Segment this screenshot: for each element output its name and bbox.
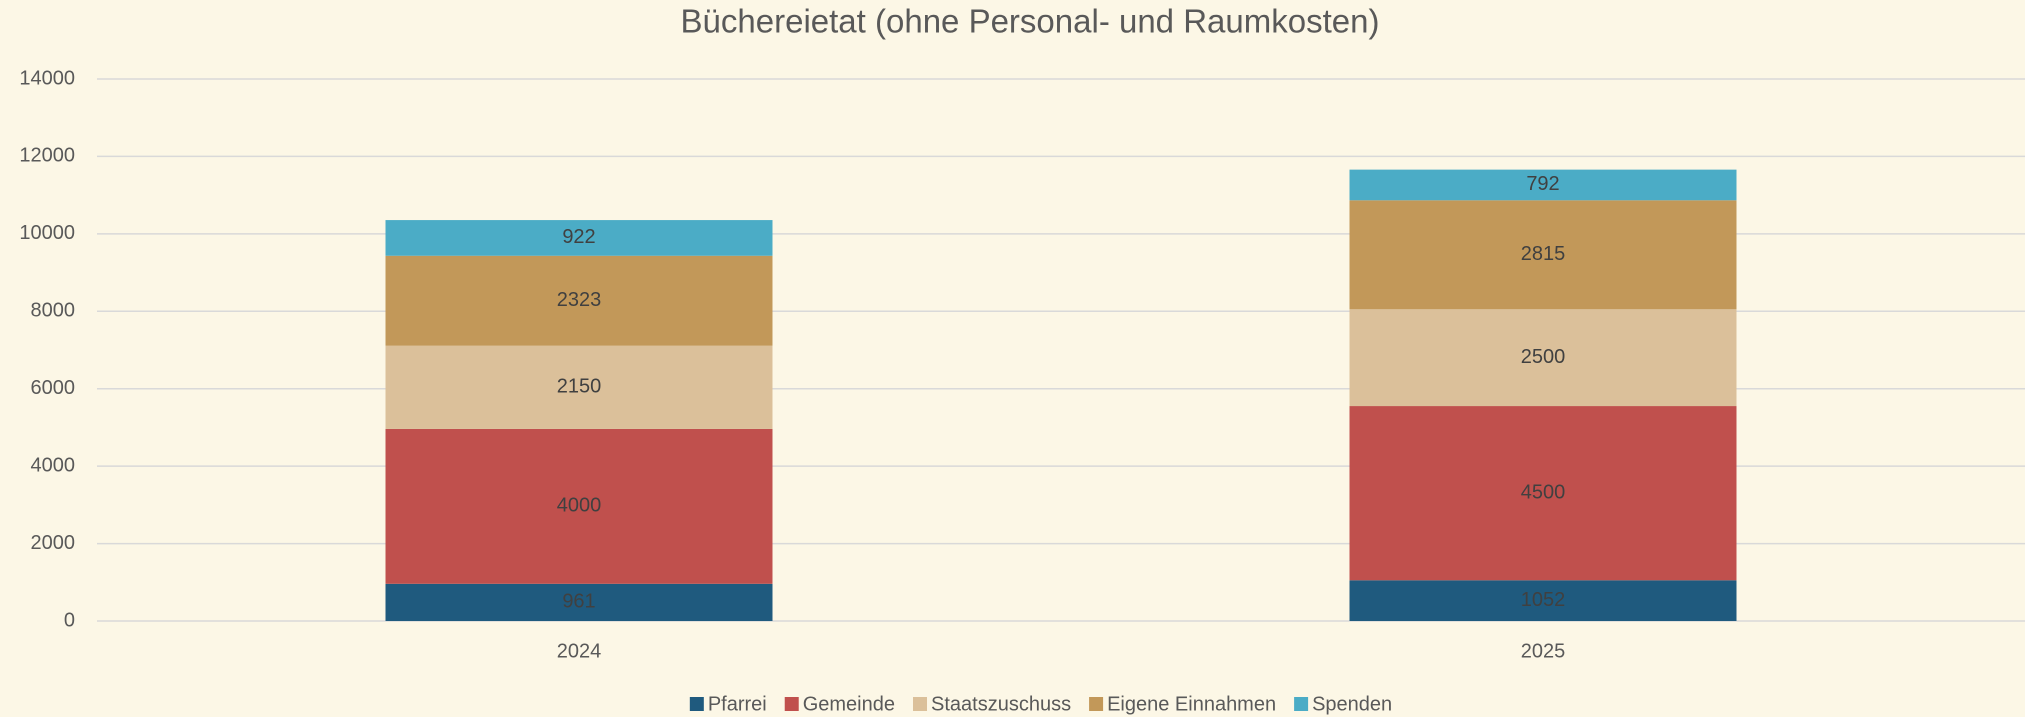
- legend-swatch: [913, 697, 928, 711]
- legend-label: Spenden: [1312, 693, 1392, 715]
- y-tick-label: 8000: [31, 300, 76, 322]
- data-label: 2150: [557, 376, 602, 398]
- bar-segment: [385, 220, 773, 256]
- y-tick-label: 6000: [31, 377, 76, 399]
- data-label: 4500: [1521, 481, 1566, 503]
- legend-label: Eigene Einnahmen: [1107, 693, 1276, 715]
- legend-swatch: [1294, 697, 1309, 711]
- data-label: 2500: [1521, 346, 1566, 368]
- bar-segment: [1349, 406, 1737, 581]
- bar-segment: [1349, 200, 1737, 310]
- bar-segment: [385, 583, 773, 621]
- data-label: 792: [1526, 173, 1559, 195]
- data-label: 1052: [1521, 589, 1566, 611]
- legend-swatch: [689, 697, 704, 711]
- bar-segment: [1349, 169, 1737, 201]
- y-tick-label: 0: [64, 609, 75, 631]
- chart-title: Büchereietat (ohne Personal- und Raumkos…: [681, 3, 1380, 40]
- y-tick-label: 2000: [31, 532, 76, 554]
- data-label: 2815: [1521, 243, 1566, 265]
- y-tick-label: 14000: [19, 67, 75, 89]
- bar-segment: [385, 428, 773, 584]
- x-tick-label: 2024: [557, 640, 602, 662]
- legend-swatch: [1089, 697, 1104, 711]
- data-label: 2323: [557, 289, 602, 311]
- data-label: 922: [562, 226, 595, 248]
- data-label: 4000: [557, 495, 602, 517]
- bar-segment: [385, 345, 773, 429]
- bar-segment: [1349, 580, 1737, 621]
- legend-label: Pfarrei: [708, 693, 767, 715]
- data-label: 961: [562, 591, 595, 613]
- legend-swatch: [784, 697, 799, 711]
- y-tick-label: 12000: [19, 145, 75, 167]
- bar-segment: [385, 255, 773, 346]
- y-tick-label: 4000: [31, 454, 76, 476]
- legend-label: Gemeinde: [803, 693, 895, 715]
- bar-segment: [1349, 309, 1737, 407]
- x-tick-label: 2025: [1521, 640, 1566, 662]
- y-tick-label: 10000: [19, 222, 75, 244]
- legend-label: Staatszuschuss: [931, 693, 1071, 715]
